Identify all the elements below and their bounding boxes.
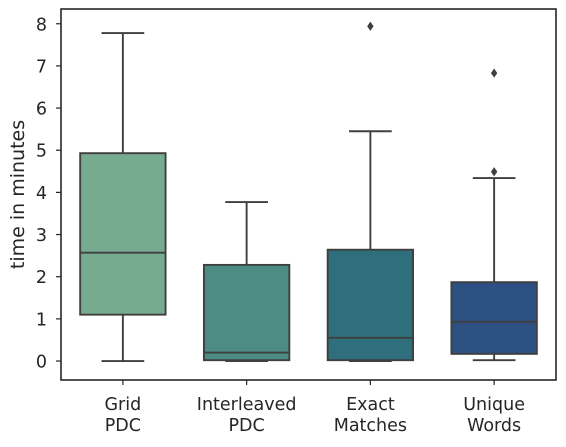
x-tick-label: PDC: [229, 416, 265, 436]
outlier-point: [367, 21, 374, 31]
x-tick-label: Interleaved: [197, 395, 297, 415]
box-group-grid-pdc: [79, 32, 167, 362]
y-tick-label: 4: [36, 184, 47, 204]
x-tick-label: Matches: [334, 416, 407, 436]
x-tick-label: PDC: [105, 416, 141, 436]
box-iqr: [326, 248, 415, 362]
outlier-point: [490, 167, 498, 177]
y-tick-label: 5: [36, 142, 47, 162]
x-tick-label: Words: [467, 416, 521, 436]
y-tick-label: 0: [36, 353, 47, 373]
axes: time in minutes GridPDCInterleavedPDCExa…: [7, 8, 557, 436]
y-tick-label: 8: [36, 15, 47, 35]
box-group-exact-matches: [326, 21, 415, 362]
y-tick-label: 3: [36, 226, 47, 246]
outlier-point: [490, 68, 498, 78]
x-tick-label: Grid: [105, 395, 142, 415]
box-iqr: [79, 152, 167, 316]
x-tick-label: Unique: [463, 395, 525, 415]
box-group-unique-words: [450, 68, 538, 362]
box-iqr: [202, 263, 291, 362]
y-tick-label: 6: [36, 100, 47, 120]
y-axis-label: time in minutes: [7, 120, 29, 269]
y-tick-label: 2: [36, 268, 47, 288]
box-group-interleaved-pdc: [202, 201, 291, 362]
box-iqr: [450, 281, 538, 355]
plot-area: [79, 21, 538, 362]
plot-frame: [60, 8, 557, 381]
y-tick-label: 7: [36, 57, 47, 77]
x-tick-label: Exact: [346, 395, 395, 415]
y-tick-label: 1: [36, 310, 47, 330]
